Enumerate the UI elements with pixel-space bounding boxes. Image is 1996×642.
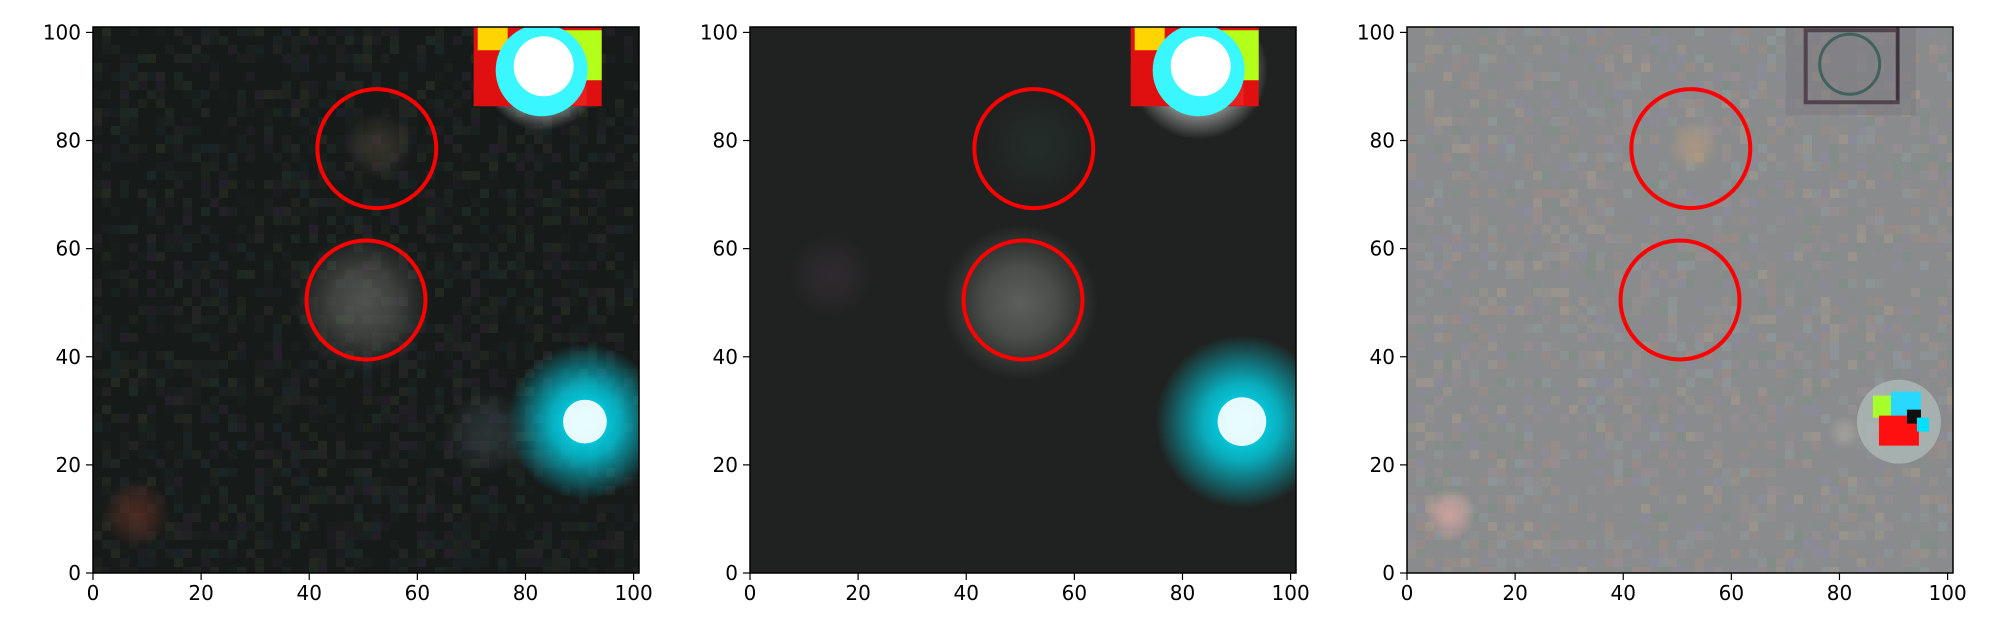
y-tick-label: 100 xyxy=(43,20,81,44)
source-blob xyxy=(1424,487,1477,540)
y-tick-label: 0 xyxy=(725,561,738,585)
y-tick-label: 0 xyxy=(68,561,81,585)
x-tick-label: 40 xyxy=(297,581,322,605)
x-tick-label: 0 xyxy=(744,581,757,605)
image-model xyxy=(750,27,1296,573)
star-core xyxy=(563,399,607,444)
x-tick-label: 80 xyxy=(1170,581,1195,605)
axes-frame xyxy=(749,26,1297,574)
source-blob xyxy=(1827,415,1863,450)
y-tick-label: 20 xyxy=(713,453,738,477)
image-data xyxy=(93,27,639,573)
y-tick-label: 60 xyxy=(1370,237,1395,261)
highlight-circle xyxy=(961,238,1085,362)
x-tick-label: 0 xyxy=(87,581,100,605)
highlight-circle xyxy=(315,87,439,211)
highlight-circle xyxy=(1618,238,1742,362)
x-tick-label: 60 xyxy=(405,581,430,605)
highlight-circle xyxy=(972,87,1096,211)
source-blob xyxy=(942,224,1099,381)
y-tick-label: 100 xyxy=(1357,20,1395,44)
x-tick-label: 20 xyxy=(1502,581,1527,605)
y-tick-label: 60 xyxy=(56,237,81,261)
source-blob xyxy=(1667,119,1720,172)
source-blob xyxy=(101,478,171,549)
saturated-star xyxy=(1130,27,1259,117)
y-tick-label: 20 xyxy=(56,453,81,477)
x-tick-label: 80 xyxy=(1827,581,1852,605)
y-tick-label: 80 xyxy=(1370,129,1395,153)
highlight-circle xyxy=(1629,87,1753,211)
x-tick-label: 100 xyxy=(615,581,653,605)
panel-residual: 00 20 20 40 40 60 60 80 80 100 100 xyxy=(1357,20,1967,605)
y-tick-label: 0 xyxy=(1382,561,1395,585)
x-tick-label: 100 xyxy=(1929,581,1967,605)
image-residual xyxy=(1407,27,1953,573)
x-tick-label: 20 xyxy=(845,581,870,605)
saturated-star xyxy=(473,27,602,117)
x-tick-label: 20 xyxy=(188,581,213,605)
x-tick-label: 60 xyxy=(1062,581,1087,605)
source-blob xyxy=(444,389,531,476)
y-tick-label: 40 xyxy=(713,345,738,369)
panel-model: 00 20 20 40 40 60 60 80 80 100 100 xyxy=(700,20,1310,605)
x-tick-label: 40 xyxy=(1611,581,1636,605)
y-tick-label: 40 xyxy=(56,345,81,369)
axes-frame xyxy=(92,26,640,574)
source-blob xyxy=(787,232,875,319)
y-tick-label: 80 xyxy=(713,129,738,153)
y-tick-label: 80 xyxy=(56,129,81,153)
x-tick-label: 0 xyxy=(1401,581,1414,605)
y-tick-label: 100 xyxy=(700,20,738,44)
x-tick-label: 100 xyxy=(1272,581,1310,605)
ghost-artifact xyxy=(1785,27,1916,116)
source-blob xyxy=(984,94,1089,198)
x-tick-label: 80 xyxy=(513,581,538,605)
x-tick-label: 40 xyxy=(954,581,979,605)
x-tick-label: 60 xyxy=(1719,581,1744,605)
y-tick-label: 60 xyxy=(713,237,738,261)
source-blob xyxy=(344,111,415,181)
y-tick-label: 20 xyxy=(1370,453,1395,477)
panel-data: 00 20 20 40 40 60 60 80 80 100 100 xyxy=(43,20,653,605)
residual-star xyxy=(1856,379,1941,464)
axes-frame xyxy=(1406,26,1954,574)
y-tick-label: 40 xyxy=(1370,345,1395,369)
star-core xyxy=(1217,397,1267,446)
highlight-circle xyxy=(304,238,428,362)
source-blob xyxy=(294,233,433,372)
